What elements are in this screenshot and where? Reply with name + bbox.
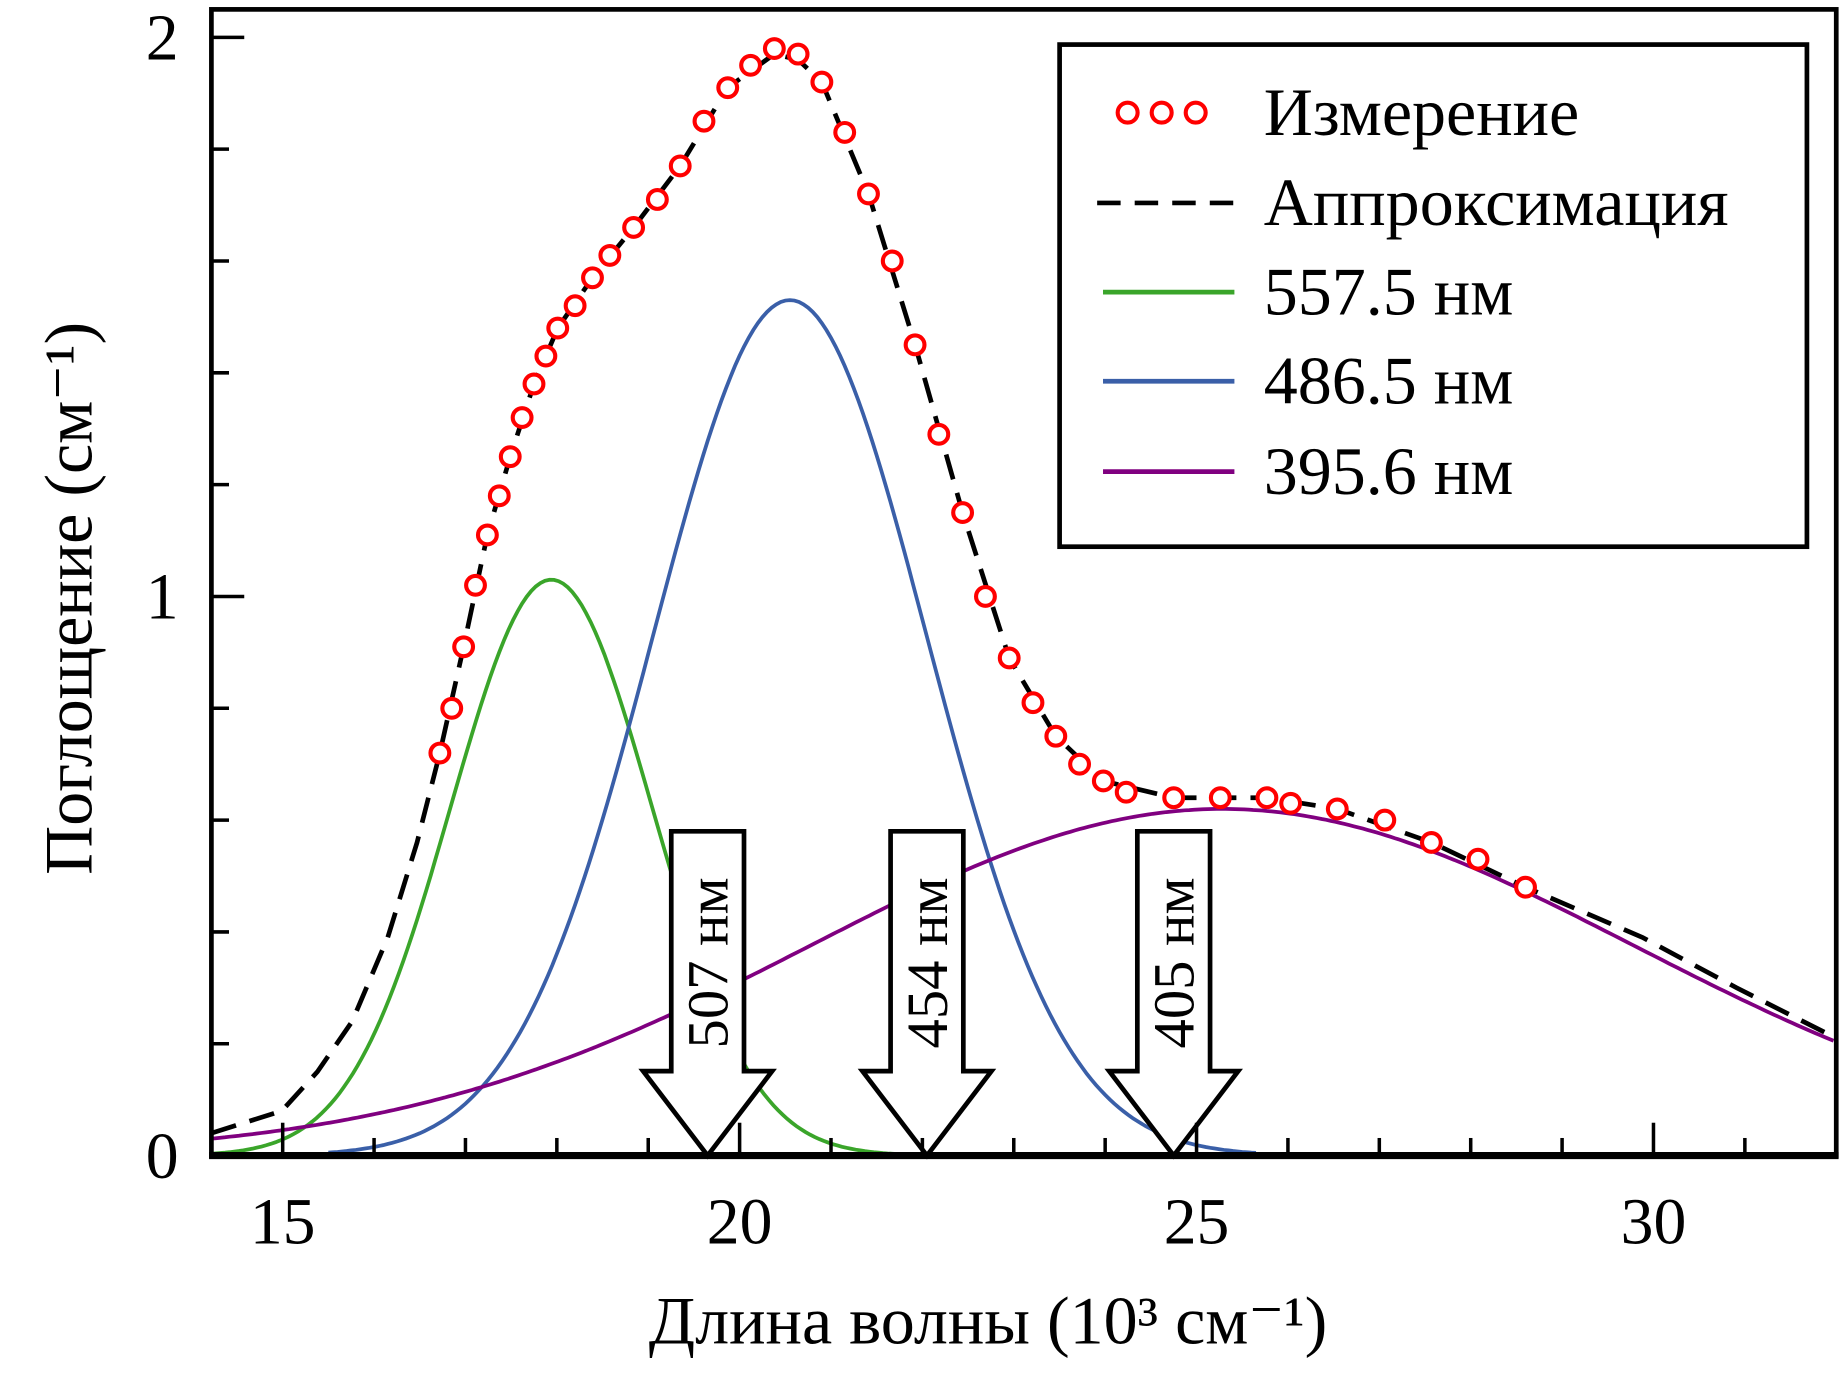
measurement-point	[1325, 797, 1349, 821]
measurement-point	[786, 42, 810, 66]
measurement-point	[974, 585, 997, 608]
measurement-point	[903, 333, 927, 357]
measurement-point	[563, 294, 587, 318]
measurement-point	[762, 37, 786, 60]
measurement-point	[464, 573, 487, 597]
measurement-point	[692, 109, 716, 133]
measurement-point	[716, 76, 740, 100]
y-tick-label: 0	[146, 1120, 179, 1193]
measurement-point	[1162, 786, 1186, 810]
measurement-point	[428, 741, 452, 765]
measurement-point	[510, 406, 534, 429]
legend-item-measurement: Измерение	[1115, 74, 1580, 150]
measurement-point	[951, 501, 975, 525]
measurement-point	[522, 372, 546, 396]
x-axis-label: Длина волны (10³ см⁻¹)	[649, 1282, 1328, 1358]
legend-label: 557.5 нм	[1264, 253, 1514, 329]
measurement-point	[581, 266, 604, 290]
measurement-point	[1021, 691, 1045, 715]
measurement-point	[546, 316, 570, 340]
arrow-annotation: 454 нм	[857, 828, 997, 1160]
measurement-point	[475, 523, 499, 547]
down-arrow-icon	[638, 828, 777, 1160]
legend-label: Измерение	[1264, 74, 1580, 150]
measurement-point	[1091, 769, 1115, 793]
measurement-point	[598, 243, 622, 267]
y-axis-label: Поглощение (см⁻¹)	[31, 322, 107, 875]
measurement-markers	[428, 37, 1537, 899]
legend: Измерение Аппроксимация 557.5 нм 486.5 н…	[1057, 42, 1810, 550]
x-tick-label: 20	[707, 1186, 773, 1259]
down-arrow-icon	[857, 828, 997, 1160]
measurement-point	[534, 344, 558, 368]
measurement-point	[498, 445, 522, 469]
measurement-point	[668, 154, 692, 178]
measurement-point	[880, 249, 904, 273]
legend-marker-circle	[1149, 100, 1174, 125]
component-curve-5575	[211, 577, 938, 1156]
legend-label: Аппроксимация	[1264, 164, 1729, 240]
measurement-point	[1279, 791, 1303, 815]
y-tick-label: 2	[146, 2, 179, 75]
measurement-point	[833, 120, 857, 144]
x-tick-label: 25	[1164, 1186, 1230, 1259]
measurement-point	[645, 188, 669, 211]
legend-marker-circle	[1115, 100, 1140, 125]
legend-item-557: 557.5 нм	[1103, 253, 1513, 329]
measurement-point	[622, 216, 646, 239]
measurement-point	[440, 696, 464, 720]
measurement-point	[452, 635, 476, 659]
legend-box	[1057, 42, 1810, 550]
down-arrow-icon	[1104, 828, 1243, 1160]
legend-marker-circle	[1183, 100, 1208, 125]
fit-curve-group	[211, 51, 1837, 1136]
measurement-point	[739, 53, 763, 77]
legend-label: 395.6 нм	[1264, 433, 1514, 509]
legend-item-486: 486.5 нм	[1103, 343, 1513, 419]
arrow-label: 405 нм	[1142, 877, 1207, 1048]
arrow-label: 454 нм	[895, 877, 960, 1048]
arrow-annotation: 405 нм	[1104, 828, 1243, 1160]
measurement-point	[1044, 724, 1068, 748]
measurement-point	[1208, 786, 1232, 810]
axes: 15 20 25 30 0 1 2	[146, 2, 1839, 1259]
measurement-point	[1255, 786, 1279, 810]
measurement-point	[857, 182, 880, 206]
legend-label: 486.5 нм	[1264, 343, 1514, 419]
measurement-point	[1419, 831, 1443, 854]
component-curve-3956	[211, 807, 1835, 1141]
measurement-point	[1114, 780, 1138, 804]
arrow-annotation: 507 нм	[638, 828, 777, 1160]
measurement-point	[997, 646, 1021, 670]
measurement-point	[1373, 808, 1397, 832]
component-curves	[211, 298, 1835, 1156]
fit-curve	[211, 51, 1837, 1136]
measurement-point	[810, 70, 834, 94]
y-tick-label: 1	[146, 561, 179, 634]
x-tick-label: 15	[250, 1186, 316, 1259]
measurement-point	[927, 422, 951, 446]
wavelength-arrows: 507 нм 454 нм 405 нм	[638, 828, 1243, 1160]
legend-item-395: 395.6 нм	[1103, 433, 1513, 509]
measurement-point	[487, 484, 511, 508]
measurement-point	[1068, 752, 1092, 776]
measurement-point	[1514, 875, 1537, 899]
x-tick-label: 30	[1621, 1186, 1687, 1259]
measurement-point	[1466, 847, 1490, 871]
arrow-label: 507 нм	[676, 877, 741, 1048]
legend-item-fit: Аппроксимация	[1097, 164, 1729, 240]
legend-marker-circles	[1115, 100, 1208, 125]
